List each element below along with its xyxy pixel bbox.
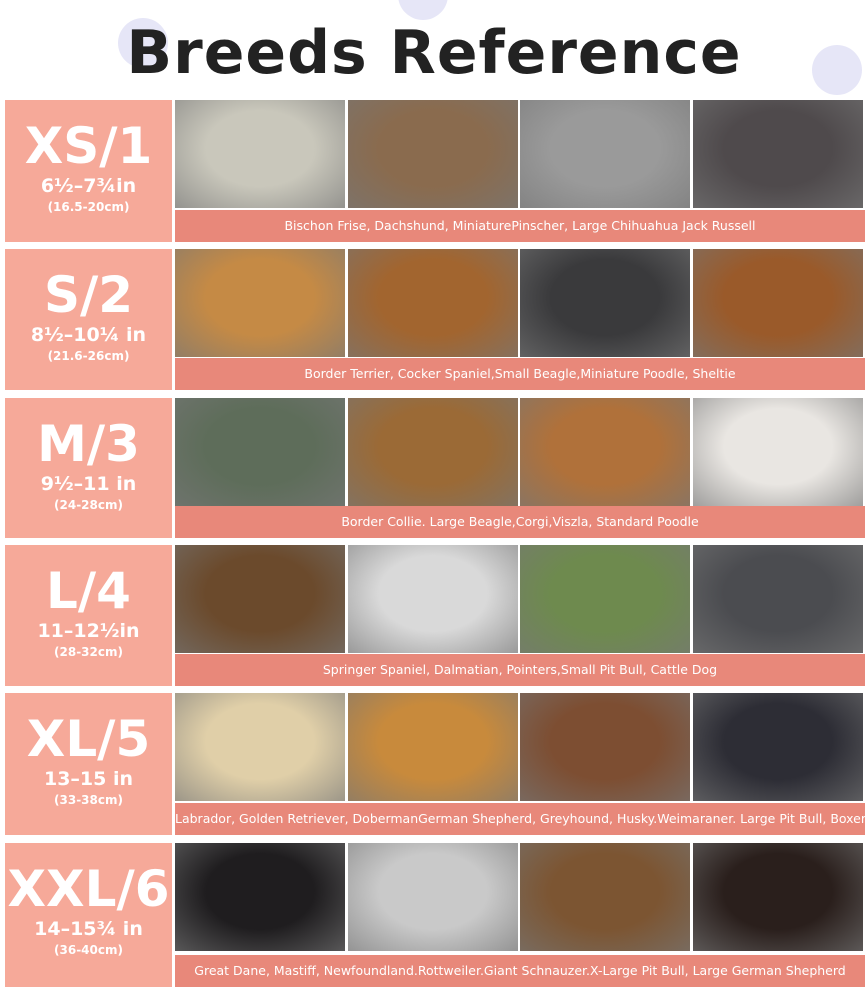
breed-list: Labrador, Golden Retriever, DobermanGerm… (175, 803, 865, 835)
dog-photo (175, 843, 345, 951)
dog-photo (347, 545, 518, 653)
size-row: XS/1 6½–7¾in (16.5-20cm) Bischon Frise, Dac… (5, 100, 865, 242)
size-row: L/4 11–12½in (28-32cm) Springer Spaniel, Da… (5, 545, 865, 686)
dog-photo (692, 398, 863, 506)
dog-photo (175, 693, 345, 801)
dog-photo (692, 545, 863, 653)
dog-photo (175, 398, 345, 506)
dog-photo (692, 693, 863, 801)
size-label: XXL/6 (7, 860, 170, 918)
size-cm: (16.5-20cm) (47, 200, 130, 214)
breed-list: Great Dane, Mastiff, Newfoundland.Rottwe… (175, 955, 865, 987)
size-label: M/3 (37, 415, 140, 473)
breed-list: Border Collie. Large Beagle,Corgi,Viszla… (175, 506, 865, 538)
size-range: 9½–11 in (40, 473, 137, 495)
size-cm: (21.6-26cm) (47, 349, 130, 363)
size-panel: XS/1 6½–7¾in (16.5-20cm) (5, 100, 172, 242)
size-label: XS/1 (24, 117, 153, 175)
size-label: XL/5 (26, 710, 151, 768)
dog-photo (175, 545, 345, 653)
size-range: 13–15 in (43, 768, 134, 790)
dog-photo (347, 249, 518, 357)
breed-list: Springer Spaniel, Dalmatian, Pointers,Sm… (175, 654, 865, 686)
dog-photo (347, 398, 518, 506)
dog-photo (520, 100, 690, 208)
dog-photo (692, 100, 863, 208)
dog-photo (520, 249, 690, 357)
dog-photo (347, 100, 518, 208)
size-panel: L/4 11–12½in (28-32cm) (5, 545, 172, 686)
dog-photo (347, 843, 518, 951)
size-cm: (36-40cm) (54, 943, 123, 957)
decor-circle (118, 18, 168, 68)
size-cm: (28-32cm) (54, 645, 123, 659)
dog-photo (175, 100, 345, 208)
size-range: 11–12½in (37, 620, 140, 642)
breed-list: Border Terrier, Cocker Spaniel,Small Bea… (175, 358, 865, 390)
dog-photo (520, 545, 690, 653)
size-range: 8½–10¼ in (30, 324, 147, 346)
dog-photo (520, 843, 690, 951)
breed-list: Bischon Frise, Dachshund, MiniaturePinsc… (175, 210, 865, 242)
dog-photo (347, 693, 518, 801)
size-range: 14–15¾ in (34, 918, 143, 940)
size-row: S/2 8½–10¼ in (21.6-26cm) Border Terrier, C… (5, 249, 865, 390)
size-panel: XL/5 13–15 in (33-38cm) (5, 693, 172, 835)
dog-photo (692, 249, 863, 357)
decor-circle (398, 0, 448, 20)
size-row: M/3 9½–11 in (24-28cm) Border Collie. Large… (5, 398, 865, 538)
size-panel: XXL/6 14–15¾ in (36-40cm) (5, 843, 172, 987)
dog-photo (692, 843, 863, 951)
dog-photo (520, 693, 690, 801)
size-panel: S/2 8½–10¼ in (21.6-26cm) (5, 249, 172, 390)
dog-photo (175, 249, 345, 357)
size-row: XL/5 13–15 in (33-38cm) Labrador, Golden Re… (5, 693, 865, 835)
size-panel: M/3 9½–11 in (24-28cm) (5, 398, 172, 538)
title: Breeds Reference (126, 18, 742, 88)
size-label: S/2 (43, 266, 134, 324)
dog-photo (520, 398, 690, 506)
size-label: L/4 (46, 562, 131, 620)
size-cm: (33-38cm) (54, 793, 123, 807)
decor-circle (812, 45, 862, 95)
size-range: 6½–7¾in (40, 175, 137, 197)
size-row: XXL/6 14–15¾ in (36-40cm) Great Dane, Masti… (5, 843, 865, 987)
size-cm: (24-28cm) (54, 498, 123, 512)
